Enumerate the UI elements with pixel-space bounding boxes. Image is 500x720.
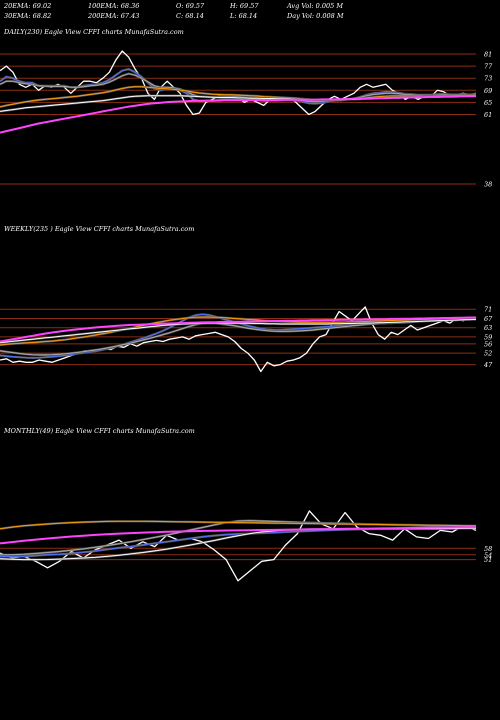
daily-ytick-label: 38 — [484, 180, 492, 188]
weekly-ytick-label: 52 — [484, 350, 492, 358]
monthly-ema200-line — [0, 526, 477, 545]
monthly-price-line — [0, 510, 477, 582]
weekly-ytick-label: 59 — [484, 333, 492, 341]
monthly-ytick-label: 51 — [484, 556, 492, 564]
weekly-ytick-label: 63 — [484, 324, 492, 332]
daily-panel: 81 77 73 69 65 61 38 — [0, 50, 493, 188]
ema20-stat: 20EMA: 69.02 — [4, 2, 52, 10]
monthly-ytick-label: 54 — [484, 551, 492, 559]
weekly-ema200-line — [0, 316, 476, 343]
weekly-ytick-label: 67 — [484, 315, 493, 323]
weekly-ema50-line — [0, 316, 477, 346]
weekly-ytick-label: 47 — [483, 361, 493, 369]
avg-volume-stat: Avg Vol: 0.005 M — [287, 2, 344, 10]
daily-panel-title: DAILY(230) Eagle View CFFI charts Munafa… — [4, 28, 184, 36]
monthly-ema50-line — [0, 520, 477, 530]
daily-ema200-line — [0, 95, 476, 134]
open-stat: O: 69.57 — [176, 2, 205, 10]
daily-ytick-label: 65 — [484, 99, 492, 107]
daily-price-line — [0, 50, 477, 116]
daily-ytick-label: 81 — [484, 51, 492, 59]
ema100-stat: 100EMA: 68.36 — [88, 2, 140, 10]
ema200-stat: 200EMA: 67.43 — [88, 12, 140, 20]
monthly-panel-title: MONTHLY(49) Eagle View CFFI charts Munaf… — [4, 427, 195, 435]
daily-ema30-line — [0, 73, 477, 103]
weekly-ytick-label: 71 — [484, 306, 492, 314]
monthly-ytick-label: 58 — [484, 545, 492, 553]
high-stat: H: 69.57 — [230, 2, 259, 10]
weekly-ytick-label: 56 — [484, 340, 492, 348]
daily-ytick-label: 61 — [484, 111, 492, 119]
weekly-ema100-line — [0, 318, 477, 344]
daily-ytick-label: 73 — [484, 75, 492, 83]
daily-ytick-label: 69 — [484, 87, 492, 95]
daily-ema50-line — [0, 86, 476, 108]
low-stat: L: 68.14 — [230, 12, 258, 20]
daily-ytick-label: 77 — [484, 63, 493, 71]
ema30-stat: 30EMA: 68.82 — [4, 12, 52, 20]
weekly-panel-title: WEEKLY(235 ) Eagle View CFFI charts Muna… — [4, 225, 195, 233]
close-stat: C: 68.14 — [176, 12, 204, 20]
day-volume-stat: Day Vol: 0.008 M — [287, 12, 344, 20]
